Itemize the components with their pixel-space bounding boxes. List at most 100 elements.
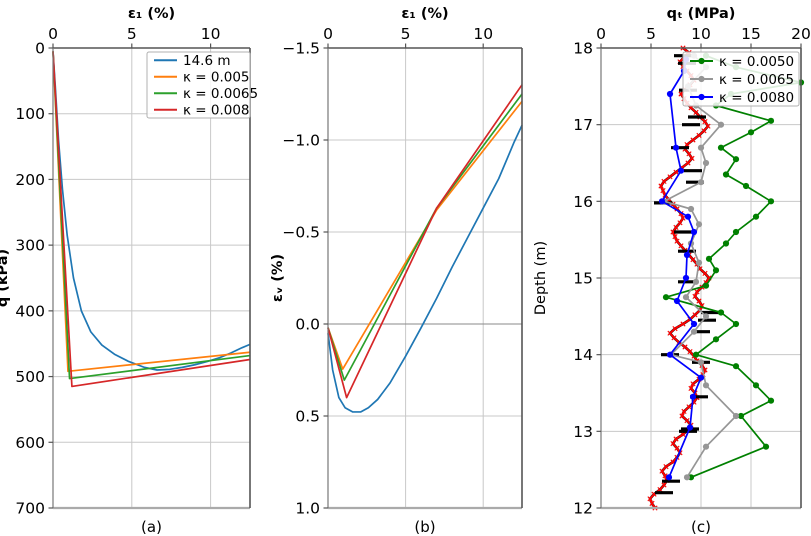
series-marker-x [658, 183, 664, 189]
ytick-label: 1.0 [295, 500, 320, 518]
series-marker [666, 90, 674, 98]
series-marker [692, 278, 700, 285]
series-marker-x [677, 220, 683, 226]
series-marker [695, 221, 703, 228]
ytick-label: −0.5 [282, 224, 320, 242]
series-marker-x [667, 174, 673, 180]
ytick-label: 0.0 [295, 316, 320, 334]
series-line-14.6-m [327, 124, 523, 413]
ytick-label: 400 [15, 302, 45, 320]
series-marker [717, 121, 725, 128]
series-marker-x [667, 330, 673, 336]
series-marker-x [660, 188, 666, 194]
xtick-label: 15 [741, 25, 761, 43]
series-marker-x [690, 137, 696, 143]
xtick-label: 10 [201, 25, 221, 43]
series-marker-x [693, 109, 699, 115]
ytick-label: 500 [15, 368, 45, 386]
legend-marker [698, 93, 705, 101]
series-marker [690, 228, 698, 236]
series-marker [767, 397, 775, 404]
series-marker-x [682, 344, 688, 350]
x-axis-label: ε₁ (%) [401, 6, 448, 22]
series-marker-x [678, 243, 684, 249]
ytick-label: 18 [573, 40, 593, 58]
series-marker-x [673, 436, 679, 442]
series-marker [742, 182, 750, 190]
series-marker-x [690, 257, 696, 263]
series-marker-x [678, 91, 684, 97]
series-marker-x [680, 321, 686, 327]
xtick-label: 10 [691, 25, 711, 43]
series-marker [697, 144, 705, 151]
ytick-label: 700 [15, 500, 45, 518]
series-marker-x [661, 178, 667, 184]
series-marker [722, 240, 730, 247]
series-marker [692, 351, 700, 358]
legend-label: κ = 0.0065 [183, 86, 258, 102]
series-marker-x [701, 128, 707, 134]
xtick-label: 0 [323, 25, 333, 43]
ytick-label: 200 [15, 171, 45, 189]
series-marker [684, 213, 692, 220]
y-axis-label: εᵥ (%) [270, 254, 286, 302]
series-marker [737, 412, 745, 420]
series-marker-x [661, 482, 667, 488]
xtick-label: 0 [596, 25, 606, 43]
series-marker-x [686, 404, 692, 410]
ytick-label: −1.5 [282, 40, 320, 58]
series-marker-x [702, 270, 708, 276]
y-axis-label: q (kPa) [0, 249, 11, 307]
series-marker [666, 351, 674, 358]
ytick-label: 600 [15, 434, 45, 452]
series-marker [697, 374, 705, 381]
legend-marker [698, 75, 705, 83]
series-marker [717, 144, 725, 151]
series-marker-x [673, 224, 679, 230]
series-marker [682, 294, 690, 301]
series-marker-x [689, 155, 695, 161]
series-marker-x [674, 445, 680, 451]
series-marker-x [685, 160, 691, 166]
series-marker [767, 117, 775, 124]
series-marker [712, 336, 720, 343]
series-marker-x [681, 408, 687, 414]
series-marker-x [687, 349, 693, 355]
ytick-label: 16 [573, 193, 593, 211]
series-marker [687, 205, 695, 213]
series-marker [732, 363, 740, 370]
xtick-label: 5 [646, 25, 656, 43]
legend-label: 14.6 m [183, 53, 231, 69]
series-marker [732, 156, 740, 163]
series-line--0.008 [327, 84, 523, 399]
ytick-label: 15 [573, 270, 593, 288]
series-marker [695, 259, 703, 266]
legend: κ = 0.0050 κ = 0.0065 κ = 0.0080 [682, 51, 800, 107]
series-marker-x [672, 326, 678, 332]
series-marker [732, 412, 740, 420]
series-marker [717, 309, 725, 316]
series-marker [683, 251, 691, 259]
series-marker [705, 255, 713, 262]
series-marker [712, 267, 720, 274]
series-marker-x [692, 312, 698, 318]
series-marker-x [672, 234, 678, 240]
legend-marker [698, 57, 705, 65]
series-line--0.005 [327, 100, 523, 370]
panel-b: 0 5 10 −1.5 −1.0 −0.5 0.0 0.5 1.0 ε₁ (%) εᵥ (%) (b) [270, 6, 523, 536]
legend-box [682, 51, 800, 107]
series-marker [767, 198, 775, 205]
xtick-label: 10 [473, 25, 493, 43]
series-marker [697, 179, 705, 186]
series-marker [732, 228, 740, 236]
series-marker-x [696, 132, 702, 138]
ytick-label: 300 [15, 237, 45, 255]
series-marker-x [686, 151, 692, 157]
series-marker [702, 159, 710, 167]
series-marker-x [696, 298, 702, 304]
series-marker [683, 474, 691, 481]
series-marker-x [674, 238, 680, 244]
